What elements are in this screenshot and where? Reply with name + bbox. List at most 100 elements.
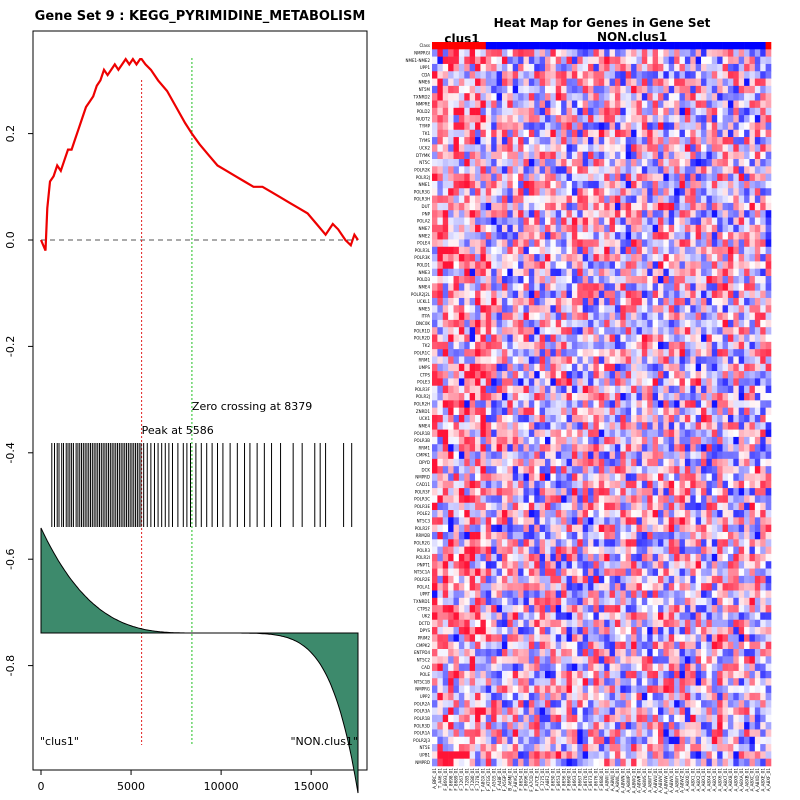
- heatmap-cell: [636, 71, 643, 79]
- heatmap-cell: [475, 436, 481, 445]
- heatmap-cell: [501, 290, 508, 299]
- heatmap-cell: [432, 407, 438, 416]
- heatmap-cell: [652, 422, 659, 430]
- heatmap-cell: [571, 151, 578, 160]
- heatmap-cell: [722, 341, 729, 350]
- heatmap-cell: [539, 297, 546, 306]
- heatmap-cell: [652, 393, 659, 401]
- heatmap-cell: [674, 268, 680, 277]
- class-bar-cell: [744, 42, 750, 50]
- heatmap-cell: [727, 414, 734, 423]
- heatmap-cell: [679, 297, 686, 306]
- heatmap-cell: [566, 480, 573, 489]
- heatmap-cell: [588, 597, 594, 606]
- heatmap-cell: [448, 246, 454, 255]
- heatmap-cell: [571, 159, 578, 167]
- heatmap-cell: [765, 356, 772, 365]
- heatmap-cell: [507, 517, 514, 525]
- heatmap-cell: [464, 195, 470, 204]
- heatmap-cell: [706, 144, 713, 152]
- heatmap-cell: [437, 202, 444, 211]
- heatmap-cell: [577, 217, 583, 226]
- heatmap-cell: [765, 210, 772, 218]
- heatmap-cell: [695, 268, 702, 277]
- class-bar-cell: [571, 42, 578, 50]
- heatmap-cell: [561, 495, 567, 504]
- heatmap-cell: [588, 583, 594, 591]
- heatmap-cell: [550, 414, 557, 423]
- heatmap-cell: [609, 144, 616, 152]
- heatmap-cell: [582, 56, 589, 65]
- heatmap-cell: [453, 590, 460, 599]
- heatmap-cell: [485, 173, 492, 182]
- heatmap-cell: [496, 334, 503, 343]
- heatmap-cell: [641, 553, 648, 562]
- heatmap-cell: [679, 488, 686, 496]
- heatmap-cell: [458, 349, 465, 357]
- heatmap-cell: [437, 319, 444, 328]
- heatmap-cell: [717, 159, 723, 167]
- heatmap-cell: [754, 180, 761, 189]
- heatmap-cell: [550, 517, 557, 525]
- heatmap-cell: [658, 151, 664, 160]
- heatmap-cell: [668, 561, 675, 569]
- heatmap-cell: [485, 195, 492, 204]
- heatmap-cell: [701, 583, 707, 591]
- heatmap-cell: [528, 414, 535, 423]
- heatmap-cell: [571, 63, 578, 72]
- heatmap-cell: [523, 568, 530, 577]
- heatmap-cell: [539, 107, 546, 116]
- heatmap-cell: [593, 268, 600, 277]
- heatmap-cell: [566, 137, 573, 145]
- heatmap-cell: [480, 85, 487, 94]
- heatmap-cell: [765, 290, 772, 299]
- heatmap-cell: [469, 553, 476, 562]
- heatmap-cell: [727, 312, 734, 321]
- heatmap-cell: [593, 144, 600, 152]
- heatmap-cell: [647, 531, 653, 540]
- heatmap-cell: [663, 63, 670, 72]
- heatmap-cell: [582, 597, 589, 606]
- heatmap-cell: [561, 436, 567, 445]
- heatmap-cell: [614, 341, 621, 350]
- heatmap-cell: [614, 400, 621, 408]
- heatmap-cell: [523, 400, 530, 408]
- heatmap-cell: [539, 451, 546, 460]
- heatmap-cell: [647, 378, 653, 387]
- heatmap-cell: [760, 166, 766, 174]
- heatmap-cell: [620, 144, 627, 152]
- heatmap-cell: [722, 93, 729, 101]
- heatmap-cell: [534, 180, 540, 189]
- heatmap-cell: [534, 583, 540, 591]
- heatmap-cell: [760, 78, 766, 87]
- heatmap-cell: [507, 466, 514, 474]
- heatmap-cell: [496, 436, 503, 445]
- heatmap-cell: [480, 195, 487, 204]
- heatmap-cell: [738, 276, 745, 284]
- heatmap-cell: [501, 283, 508, 291]
- heatmap-cell: [571, 466, 578, 474]
- heatmap-cell: [588, 466, 594, 474]
- heatmap-cell: [609, 553, 616, 562]
- heatmap-cell: [738, 407, 745, 416]
- heatmap-cell: [754, 539, 761, 547]
- heatmap-cell: [491, 524, 497, 533]
- heatmap-cell: [534, 451, 540, 460]
- heatmap-cell: [636, 517, 643, 525]
- heatmap-cell: [480, 49, 487, 57]
- heatmap-cell: [641, 290, 648, 299]
- heatmap-cell: [464, 524, 470, 533]
- heatmap-cell: [738, 371, 745, 379]
- heatmap-cell: [539, 568, 546, 577]
- heatmap-cell: [550, 151, 557, 160]
- heatmap-cell: [480, 276, 487, 284]
- heatmap-cell: [717, 597, 723, 606]
- heatmap-cell: [550, 180, 557, 189]
- heatmap-cell: [711, 480, 718, 489]
- heatmap-cell: [620, 407, 627, 416]
- heatmap-cell: [598, 510, 605, 518]
- heatmap-cell: [765, 159, 772, 167]
- heatmap-cell: [744, 546, 750, 555]
- heatmap-cell: [550, 407, 557, 416]
- heatmap-cell: [582, 334, 589, 343]
